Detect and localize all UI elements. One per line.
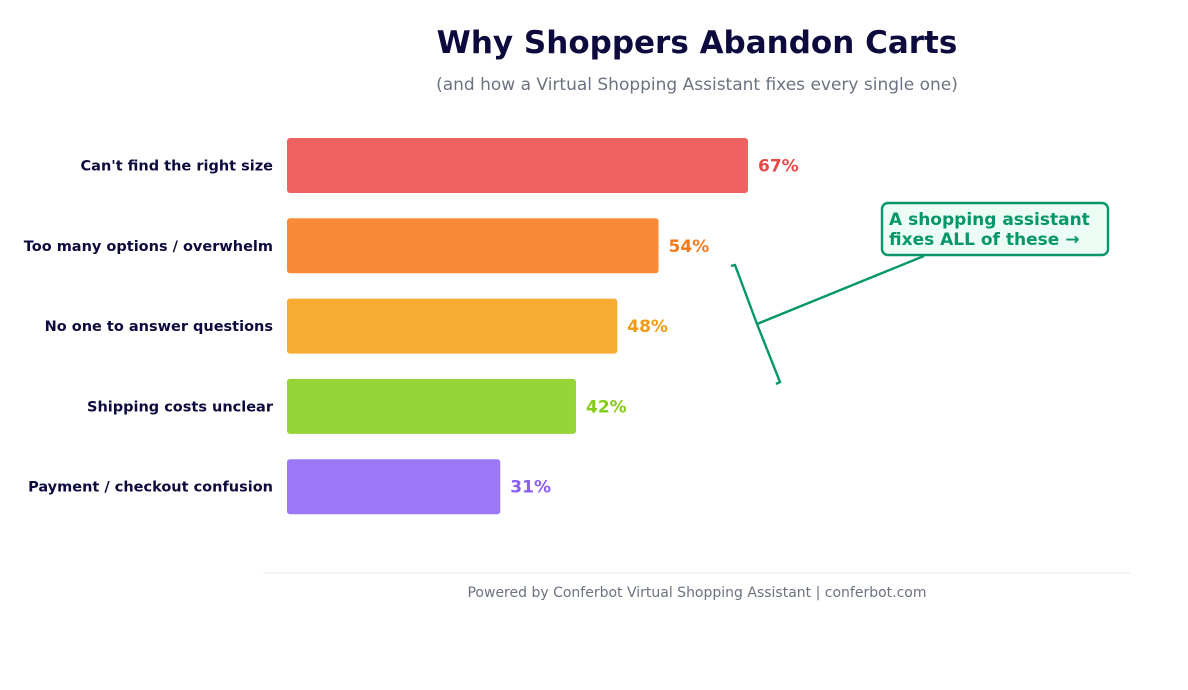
value-label-3: 42% — [586, 397, 627, 417]
category-label-1: Too many options / overwhelm — [24, 239, 273, 255]
bar-2 — [287, 298, 618, 354]
category-label-3: Shipping costs unclear — [87, 399, 274, 415]
bars-group — [287, 138, 748, 515]
category-labels: Can't find the right size Too many option… — [24, 159, 274, 496]
chart-subtitle: (and how a Virtual Shopping Assistant fi… — [436, 75, 958, 95]
value-labels: 67% 54% 48% 42% 31% — [510, 157, 798, 498]
footer-text: Powered by Conferbot Virtual Shopping As… — [467, 585, 926, 601]
bar-3 — [287, 378, 576, 434]
annotation-line-2: fixes ALL of these → — [889, 230, 1079, 250]
annotation-bracket — [730, 254, 925, 386]
category-label-0: Can't find the right size — [81, 159, 274, 175]
value-label-0: 67% — [758, 157, 799, 177]
value-label-4: 31% — [510, 478, 551, 498]
category-label-4: Payment / checkout confusion — [28, 480, 273, 496]
annotation-line-1: A shopping assistant — [889, 210, 1090, 230]
bar-4 — [287, 459, 501, 515]
value-label-1: 54% — [669, 237, 710, 257]
bar-0 — [287, 138, 748, 193]
annotation-callout: A shopping assistant fixes ALL of these … — [880, 201, 1110, 257]
category-label-2: No one to answer questions — [45, 319, 273, 335]
chart-title: Why Shoppers Abandon Carts — [437, 25, 958, 61]
bracket-line — [730, 263, 782, 386]
annotation-box — [880, 201, 1110, 257]
value-label-2: 48% — [627, 317, 668, 337]
annotation-pointer-line — [756, 254, 925, 326]
bar-1 — [287, 218, 659, 274]
